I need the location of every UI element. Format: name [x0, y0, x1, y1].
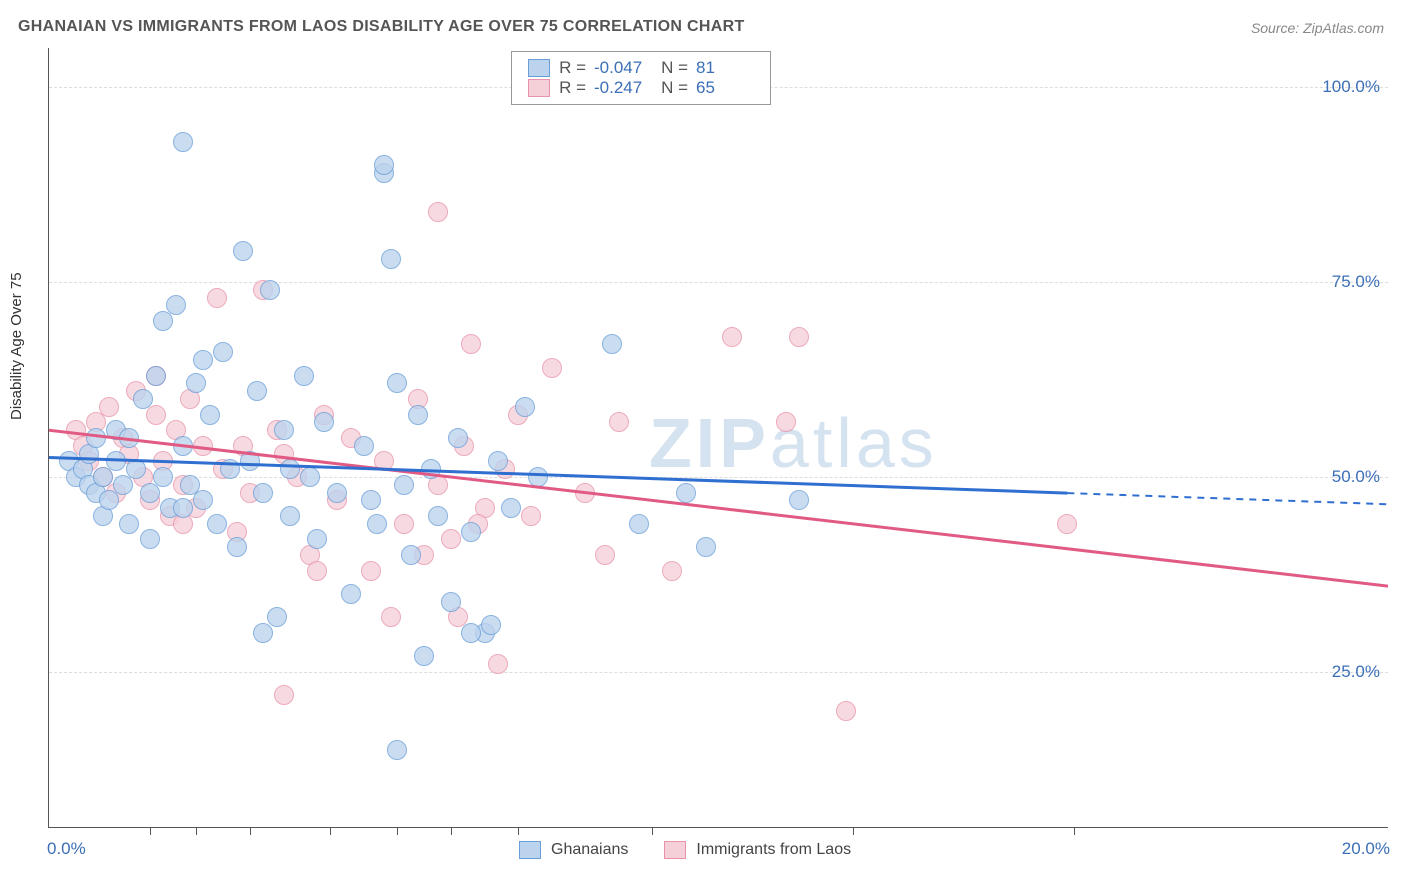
x-axis-min-label: 0.0%: [47, 839, 86, 859]
chart-title: GHANAIAN VS IMMIGRANTS FROM LAOS DISABIL…: [18, 18, 745, 36]
watermark-atlas: atlas: [770, 404, 938, 482]
source-credit: Source: ZipAtlas.com: [1251, 20, 1384, 36]
stat-n-label: N =: [660, 78, 688, 98]
stat-b-n: 65: [696, 78, 754, 98]
y-axis-label: Disability Age Over 75: [8, 272, 25, 420]
stat-r-label: R =: [558, 78, 586, 98]
swatch-b-icon: [664, 841, 686, 859]
legend-b-label: Immigrants from Laos: [696, 841, 851, 859]
legend-item-b: Immigrants from Laos: [664, 841, 851, 859]
bottom-legend: Ghanaians Immigrants from Laos: [519, 841, 851, 859]
stat-n-label: N =: [660, 58, 688, 78]
plot-area: ZIPatlas 25.0%50.0%75.0%100.0% 0.0% 20.0…: [48, 48, 1388, 828]
stat-r-label: R =: [558, 58, 586, 78]
stats-row-b: R = -0.247 N = 65: [528, 78, 754, 98]
stats-row-a: R = -0.047 N = 81: [528, 58, 754, 78]
stat-a-r: -0.047: [594, 58, 652, 78]
swatch-a-icon: [519, 841, 541, 859]
legend-a-label: Ghanaians: [551, 841, 628, 859]
watermark-zip: ZIP: [649, 404, 770, 482]
x-axis-max-label: 20.0%: [1342, 839, 1390, 859]
stats-legend-box: R = -0.047 N = 81 R = -0.247 N = 65: [511, 51, 771, 105]
legend-item-a: Ghanaians: [519, 841, 628, 859]
swatch-b-icon: [528, 79, 550, 97]
stat-b-r: -0.247: [594, 78, 652, 98]
stat-a-n: 81: [696, 58, 754, 78]
swatch-a-icon: [528, 59, 550, 77]
